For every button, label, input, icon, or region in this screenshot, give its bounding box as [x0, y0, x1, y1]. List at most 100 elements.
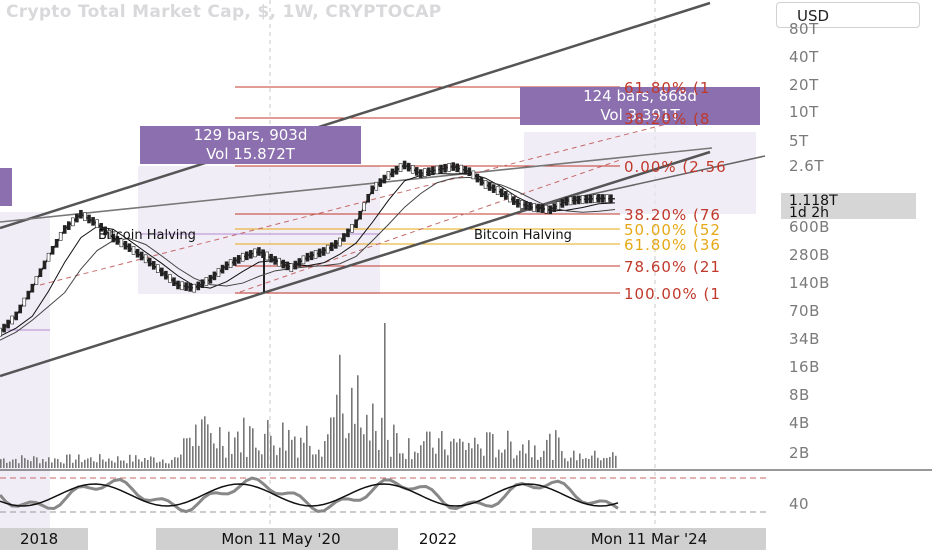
price-scale-label: 20T	[789, 76, 819, 94]
volume-bar	[390, 456, 392, 468]
volume-bar	[537, 459, 539, 468]
price-candle	[192, 283, 197, 293]
volume-bar	[546, 439, 548, 468]
dashed-trend	[39, 99, 761, 286]
price-candle	[390, 168, 395, 178]
price-candle	[232, 257, 237, 266]
price-candle	[382, 174, 387, 184]
price-candle	[362, 202, 366, 212]
volume-bar	[264, 433, 266, 468]
volume-bar	[138, 459, 140, 468]
fib-label: 78.60% (21	[624, 258, 721, 276]
volume-bar	[489, 432, 491, 468]
volume-bar	[366, 414, 368, 468]
price-candle	[398, 163, 403, 172]
volume-bar	[105, 461, 107, 468]
range-box-2-bars: 124 bars, 868d	[583, 87, 697, 105]
volume-bar	[393, 424, 395, 468]
volume-bar	[498, 449, 500, 468]
volume-bar	[333, 417, 335, 468]
price-candle	[406, 162, 411, 172]
volume-bar	[165, 463, 167, 468]
price-candle	[317, 248, 322, 258]
chart-title: Crypto Total Market Cap, $, 1W, CRYPTOCA…	[6, 2, 442, 22]
price-candle	[605, 194, 609, 203]
current-price: 1.118T	[789, 193, 838, 209]
price-candle	[245, 251, 249, 261]
volume-bar	[540, 457, 542, 468]
volume-bar	[243, 417, 245, 468]
volume-bar	[21, 455, 23, 468]
volume-bar	[429, 431, 431, 468]
price-candle	[410, 164, 415, 174]
price-candle	[107, 230, 112, 239]
price-candle	[293, 260, 298, 270]
price-candle	[46, 252, 51, 262]
volume-bar	[96, 462, 98, 468]
volume-bar	[225, 457, 227, 468]
volume-bar	[204, 416, 206, 468]
price-candle	[155, 264, 160, 273]
price-scale-label: 140B	[789, 274, 830, 292]
currency-button[interactable]: USD	[776, 2, 920, 28]
volume-bar	[24, 458, 26, 468]
bar-countdown: 1d 2h	[789, 205, 830, 221]
price-candle	[111, 233, 116, 243]
volume-bar	[576, 460, 578, 468]
volume-bar	[39, 463, 41, 468]
volume-bar	[441, 431, 443, 468]
price-candle	[10, 315, 14, 325]
volume-bar	[495, 457, 497, 468]
volume-bar	[75, 459, 77, 468]
volume-bar	[468, 442, 470, 468]
oscillator-line	[0, 483, 619, 507]
volume-bar	[222, 445, 224, 468]
price-candle	[95, 219, 99, 229]
price-candle	[236, 255, 241, 264]
price-candle	[228, 259, 233, 268]
range-box-1-volume: Vol 15.872T	[206, 145, 295, 163]
price-candle	[14, 311, 18, 321]
price-candle	[143, 254, 148, 264]
volume-bar	[447, 455, 449, 468]
price-candle	[188, 283, 192, 292]
price-candle	[216, 268, 221, 277]
volume-bar	[219, 427, 221, 468]
volume-bar	[456, 442, 458, 468]
volume-bar	[396, 433, 398, 468]
price-candle	[580, 195, 585, 204]
price-candle	[544, 204, 549, 214]
volume-bar	[249, 426, 251, 468]
volume-bars	[0, 323, 617, 468]
volume-bar	[345, 438, 347, 468]
volume-bar	[501, 452, 503, 468]
price-candle	[38, 268, 43, 277]
range-box-0[interactable]	[0, 168, 12, 206]
price-candle	[471, 170, 476, 180]
volume-bar	[375, 431, 377, 468]
volume-bar	[147, 459, 149, 468]
volume-bar	[108, 458, 110, 468]
volume-bar	[78, 454, 80, 468]
range-box-1[interactable]: 129 bars, 903d Vol 15.872T	[140, 126, 361, 164]
volume-bar	[564, 458, 566, 468]
volume-bar	[300, 437, 302, 468]
price-candle	[147, 257, 152, 267]
volume-bar	[480, 448, 482, 468]
volume-bar	[285, 450, 287, 468]
price-candle	[309, 251, 314, 261]
price-candle	[508, 193, 512, 203]
volume-bar	[528, 440, 530, 468]
price-candle	[491, 184, 496, 193]
volume-bar	[156, 462, 158, 468]
price-candle	[378, 178, 383, 187]
volume-bar	[573, 450, 575, 468]
volume-bar	[186, 438, 188, 468]
price-candle	[277, 257, 281, 267]
volume-bar	[99, 454, 101, 468]
volume-bar	[54, 458, 56, 468]
range-box-2[interactable]: 124 bars, 868d Vol 3.391T	[520, 87, 760, 125]
price-candle	[588, 194, 593, 204]
